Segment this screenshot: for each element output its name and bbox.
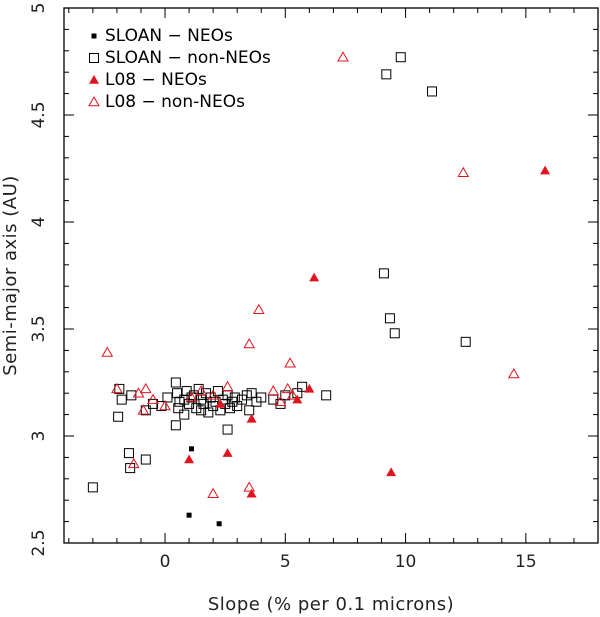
series-l08-neos bbox=[184, 165, 551, 498]
l08-neos-point bbox=[304, 383, 315, 393]
sloan-non-neos-point bbox=[395, 52, 406, 63]
l08-non-neos-point bbox=[281, 382, 294, 394]
sloan-non-neos-point bbox=[244, 405, 255, 416]
x-axis-title: Slope (% per 0.1 microns) bbox=[208, 594, 454, 615]
sloan-non-neos-point bbox=[384, 313, 395, 324]
sloan-non-neos-point bbox=[378, 268, 389, 279]
l08-non-neos-point bbox=[159, 400, 171, 411]
sloan-non-neos-point bbox=[140, 454, 151, 465]
sloan-neos-point bbox=[216, 521, 222, 527]
y-tick-label: 5 bbox=[29, 3, 49, 14]
sloan-non-neos-point bbox=[427, 86, 438, 97]
sloan-non-neos-point bbox=[170, 377, 181, 388]
sloan-non-neos-point bbox=[381, 69, 392, 80]
l08-non-neos-point bbox=[139, 382, 152, 394]
plot-frame bbox=[63, 7, 599, 544]
sloan-non-neos-point bbox=[460, 336, 471, 347]
l08-non-neos-point bbox=[243, 481, 256, 492]
sloan-non-neos-point bbox=[389, 328, 400, 339]
legend-label: L08 − NEOs bbox=[105, 70, 207, 90]
y-axis-title: Semi-major axis (AU) bbox=[0, 175, 21, 376]
sloan-neos-point bbox=[188, 446, 194, 452]
series-sloan-non-neos bbox=[87, 52, 471, 493]
l08-non-neos-point bbox=[207, 487, 219, 499]
l08-non-neos-point bbox=[101, 346, 114, 357]
l08-neos-point bbox=[309, 272, 320, 282]
l08-non-neos-point bbox=[127, 457, 140, 469]
l08-non-neos-point bbox=[252, 303, 265, 314]
l08-non-neos-point bbox=[337, 51, 349, 62]
sloan-non-neos-point bbox=[173, 403, 184, 414]
sloan-non-neos-point bbox=[321, 390, 332, 401]
series-l08-non-neos bbox=[101, 51, 520, 499]
sloan-non-neos-point bbox=[140, 405, 151, 416]
sloan-non-neos-point bbox=[222, 424, 233, 435]
sloan-non-neos-point bbox=[148, 398, 158, 409]
y-tick-label: 4 bbox=[29, 217, 49, 228]
sloan-non-neos-point bbox=[224, 403, 235, 414]
x-tick-label: 15 bbox=[515, 552, 537, 572]
axes-layer: 0 5 10 15 2.5 3 3.5 4 4.5 5 bbox=[29, 3, 599, 572]
x-tick-label: 0 bbox=[160, 552, 171, 572]
sloan-non-neos-point bbox=[297, 381, 308, 392]
legend-marker bbox=[89, 53, 99, 63]
l08-neos-point bbox=[215, 398, 226, 408]
l08-non-neos-point bbox=[147, 393, 159, 404]
sloan-non-neos-point bbox=[162, 392, 173, 403]
y-tick-label: 3 bbox=[29, 431, 49, 442]
x-tick-label: 5 bbox=[280, 552, 291, 572]
legend-marker bbox=[88, 95, 100, 107]
l08-neos-point bbox=[386, 467, 397, 477]
l08-neos-point bbox=[246, 413, 257, 423]
l08-non-neos-point bbox=[221, 380, 234, 392]
legend-marker bbox=[89, 75, 99, 84]
l08-non-neos-point bbox=[507, 367, 520, 379]
l08-non-neos-point bbox=[195, 385, 207, 396]
legend-label: SLOAN − NEOs bbox=[105, 26, 233, 46]
l08-non-neos-point bbox=[185, 391, 198, 402]
l08-non-neos-point bbox=[137, 404, 150, 415]
sloan-non-neos-point bbox=[126, 390, 137, 401]
legend-label: L08 − non-NEOs bbox=[105, 92, 245, 112]
l08-non-neos-point bbox=[457, 166, 470, 178]
y-tick-label: 4.5 bbox=[29, 101, 49, 128]
sloan-neos-point bbox=[186, 512, 192, 518]
sloan-non-neos-point bbox=[114, 383, 125, 394]
l08-neos-point bbox=[540, 165, 551, 175]
x-tick-label: 10 bbox=[395, 552, 417, 572]
series-sloan-neos bbox=[186, 446, 222, 527]
l08-non-neos-point bbox=[286, 389, 299, 400]
l08-neos-point bbox=[246, 488, 257, 498]
l08-non-neos-point bbox=[267, 385, 280, 396]
y-tick-label: 2.5 bbox=[29, 529, 49, 556]
legend-marker bbox=[91, 33, 97, 39]
sloan-non-neos-point bbox=[113, 411, 124, 422]
l08-neos-point bbox=[222, 448, 233, 457]
l08-non-neos-point bbox=[284, 357, 296, 368]
sloan-non-neos-point bbox=[256, 392, 267, 403]
l08-non-neos-point bbox=[111, 382, 123, 394]
legend-label: SLOAN − non-NEOs bbox=[105, 48, 271, 68]
sloan-non-neos-point bbox=[116, 394, 127, 405]
sloan-non-neos-point bbox=[196, 405, 207, 416]
y-tick-label: 3.5 bbox=[29, 315, 49, 342]
l08-non-neos-point bbox=[243, 337, 256, 349]
l08-neos-point bbox=[184, 454, 195, 464]
data-marks bbox=[87, 51, 551, 527]
sloan-non-neos-point bbox=[87, 482, 98, 493]
sloan-non-neos-point bbox=[123, 448, 134, 459]
sloan-non-neos-point bbox=[125, 463, 136, 474]
sloan-non-neos-point bbox=[170, 420, 181, 431]
l08-non-neos-point bbox=[207, 389, 219, 400]
sloan-non-neos-point bbox=[156, 401, 167, 412]
l08-non-neos-point bbox=[274, 395, 287, 407]
sloan-non-neos-point bbox=[179, 409, 190, 420]
